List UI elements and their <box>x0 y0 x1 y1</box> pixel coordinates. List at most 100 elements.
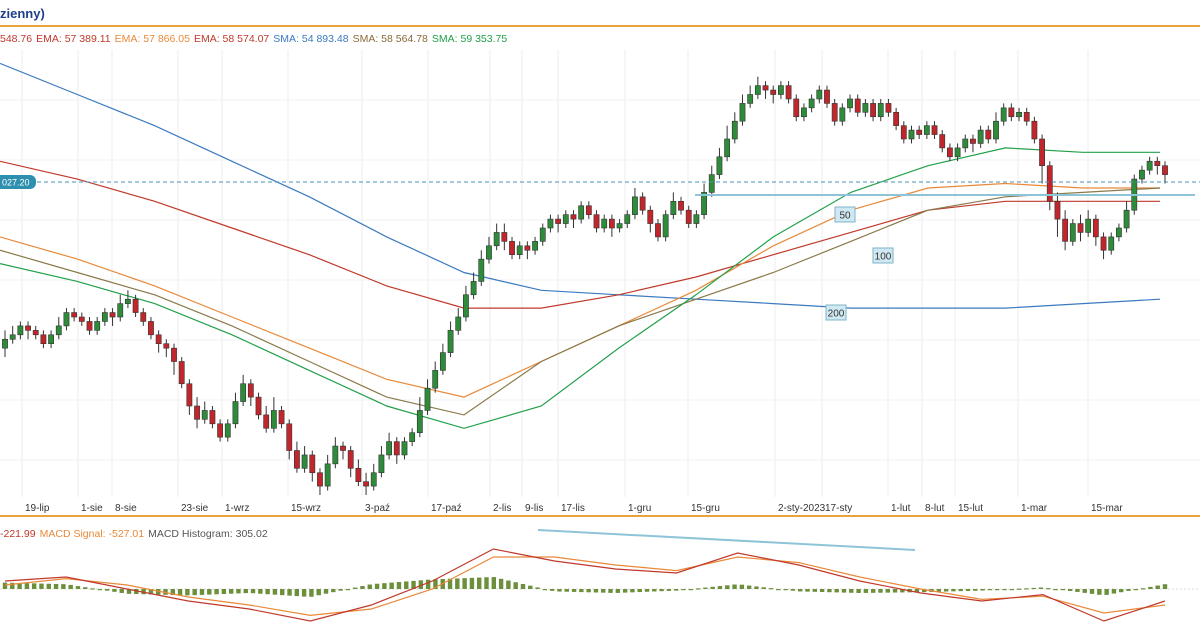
candle-body <box>824 89 830 104</box>
macd-histogram-bar <box>236 589 241 594</box>
candle-body <box>393 441 400 456</box>
macd-histogram-bar <box>331 589 336 593</box>
macd-histogram-bar <box>221 589 227 594</box>
legend-item: EMA: 57 389.11 <box>36 33 111 45</box>
candle-body <box>708 174 715 193</box>
candle-body <box>777 85 784 95</box>
candle-body <box>670 201 677 215</box>
macd-legend-item: -221.99 <box>0 528 36 540</box>
sma200-line <box>0 62 1161 309</box>
macd-histogram-bar <box>520 583 526 589</box>
macd-histogram-bar <box>615 589 621 593</box>
candle-body <box>839 107 846 122</box>
ma-annotation-box <box>834 206 856 223</box>
chart-title: zienny) <box>0 6 45 21</box>
macd-histogram-bar <box>1104 589 1109 595</box>
header-divider <box>0 25 1200 27</box>
macd-histogram-bar <box>666 589 672 591</box>
candle-body <box>101 312 108 322</box>
candle-body <box>463 294 469 318</box>
macd-histogram-bar <box>863 589 869 593</box>
x-tick-label: 15-wrz <box>291 503 321 514</box>
candle-body <box>209 410 216 425</box>
candle-body <box>1039 138 1045 167</box>
candle-body <box>194 405 200 420</box>
candle-body <box>71 312 78 318</box>
macd-histogram-bar <box>1082 589 1087 593</box>
x-tick-label: 1-wrz <box>225 503 249 514</box>
macd-histogram-bar <box>134 589 139 595</box>
candle-body <box>908 129 915 140</box>
macd-histogram-bar <box>316 589 321 596</box>
macd-histogram-bar <box>819 589 825 593</box>
macd-histogram-bar <box>1053 589 1058 591</box>
macd-histogram-bar <box>688 589 693 591</box>
candle-body <box>854 98 861 113</box>
macd-histogram-bar <box>2 582 8 589</box>
candle-body <box>739 103 746 122</box>
macd-histogram-bar <box>710 586 715 589</box>
candle-body <box>877 103 884 118</box>
macd-line <box>4 548 1166 622</box>
macd-histogram-bar <box>425 579 431 589</box>
candle-body <box>785 85 792 100</box>
price-tag: 027.20 <box>2 178 30 188</box>
macd-legend-item: MACD Histogram: 305.02 <box>148 528 268 540</box>
x-tick-label: 1-lut <box>891 503 911 514</box>
macd-histogram-bar <box>24 583 30 589</box>
macd-histogram-bar <box>462 578 467 589</box>
macd-histogram-bar <box>513 582 518 589</box>
candle-body <box>125 298 131 304</box>
candle-body <box>685 209 692 224</box>
candle-body <box>340 445 346 451</box>
macd-histogram-bar <box>834 589 839 593</box>
candle-body <box>86 321 93 331</box>
macd-histogram-bar <box>126 589 132 594</box>
macd-histogram-bar <box>965 589 971 591</box>
candle-body <box>632 196 638 215</box>
x-tick-label: 2-sty-2023 <box>778 503 826 514</box>
candle-body <box>1008 107 1015 118</box>
candle-body <box>447 330 454 353</box>
macd-histogram-bar <box>177 589 183 596</box>
candle-body <box>1108 236 1115 251</box>
macd-histogram-bar <box>396 582 402 589</box>
candle-body <box>962 138 969 149</box>
candle-body <box>939 134 946 149</box>
macd-histogram-bar <box>404 581 409 589</box>
candle-body <box>386 441 393 456</box>
candle-body <box>555 218 562 224</box>
macd-histogram-bar <box>717 586 723 589</box>
macd-histogram-bar <box>608 589 613 593</box>
candle-body <box>532 241 538 251</box>
candle-body <box>754 85 761 95</box>
macd-histogram-bar <box>1038 587 1044 589</box>
candle-body <box>347 450 354 469</box>
candle-body <box>831 103 838 122</box>
candle-body <box>716 156 723 175</box>
macd-histogram-bar <box>936 589 942 592</box>
candle-body <box>985 129 992 140</box>
macd-histogram-bar <box>141 589 146 595</box>
candle-body <box>1116 227 1122 238</box>
macd-histogram-bar <box>856 589 861 593</box>
candle-body <box>885 103 892 113</box>
macd-histogram-bar <box>1046 588 1051 590</box>
macd-histogram-bar <box>83 587 88 589</box>
candle-body <box>140 312 147 322</box>
candle-body <box>916 129 923 135</box>
macd-histogram-bar <box>754 586 759 589</box>
macd-signal-line <box>4 556 1166 617</box>
candle-body <box>900 125 907 140</box>
candle-body <box>947 147 953 158</box>
x-tick-label: 23-sie <box>181 503 209 514</box>
candle-body <box>486 245 492 260</box>
legend-item: SMA: 59 353.75 <box>431 33 508 45</box>
macd-histogram-bar <box>323 589 329 594</box>
macd-histogram-bar <box>761 587 766 589</box>
candle-body <box>178 361 185 385</box>
macd-histogram-bar <box>491 577 497 589</box>
macd-histogram-bar <box>958 589 963 592</box>
candle-body <box>55 325 62 336</box>
